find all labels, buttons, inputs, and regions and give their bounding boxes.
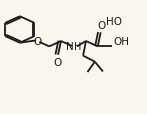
Text: O: O bbox=[97, 21, 106, 31]
Text: HO: HO bbox=[106, 17, 122, 27]
Text: OH: OH bbox=[113, 36, 129, 46]
Text: N: N bbox=[66, 42, 74, 52]
Text: H: H bbox=[74, 42, 82, 52]
Text: O: O bbox=[33, 37, 42, 47]
Text: O: O bbox=[53, 58, 61, 68]
